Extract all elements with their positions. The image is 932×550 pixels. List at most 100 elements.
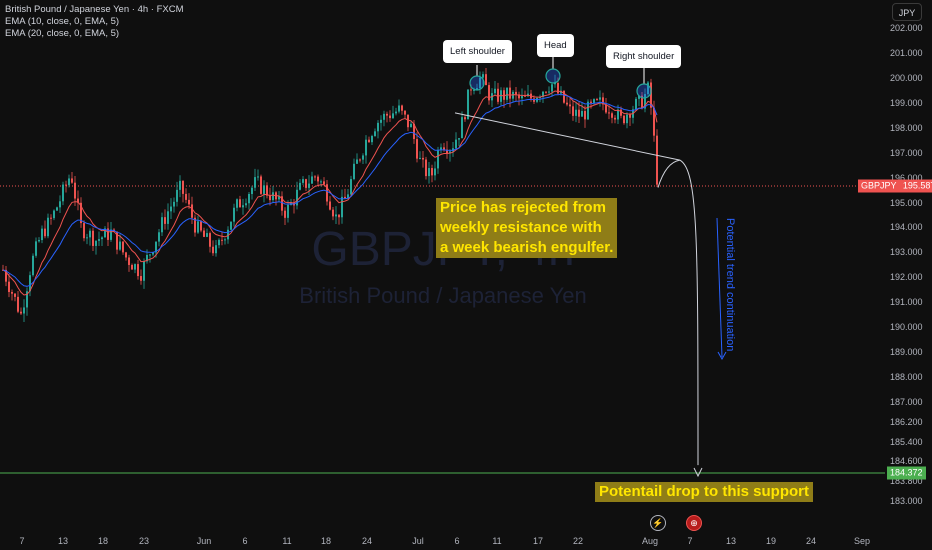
candle-body xyxy=(377,122,379,132)
neckline xyxy=(454,112,681,161)
candle-body xyxy=(59,201,61,208)
candle-body xyxy=(128,257,130,265)
candle-body xyxy=(629,114,631,118)
candle-body xyxy=(506,87,508,100)
candle-body xyxy=(383,113,385,120)
lightning-icon[interactable]: ⚡ xyxy=(650,515,666,531)
candle-body xyxy=(194,217,196,233)
candle-body xyxy=(71,178,73,183)
candle-body xyxy=(512,91,514,99)
right-shoulder-label[interactable]: Right shoulder xyxy=(606,45,682,68)
candle-body xyxy=(86,237,88,239)
candle-body xyxy=(533,98,535,102)
candle-body xyxy=(257,176,259,178)
currency-button[interactable]: JPY xyxy=(892,3,922,21)
candle-body xyxy=(428,168,430,177)
price-tick-label: 183.800 xyxy=(890,476,923,487)
candle-body xyxy=(305,179,307,188)
candle-body xyxy=(302,179,304,183)
legend-symbol[interactable]: British Pound / Japanese Yen · 4h · FXCM xyxy=(5,4,184,15)
candle-body xyxy=(494,88,496,94)
current-price-value: 195.587 xyxy=(902,180,932,191)
price-tick-label: 200.000 xyxy=(890,73,923,83)
legend-ema-20[interactable]: EMA (20, close, 0, EMA, 5) xyxy=(5,28,120,39)
candle-body xyxy=(197,221,199,233)
legend-ema-10[interactable]: EMA (10, close, 0, EMA, 5) xyxy=(5,16,120,27)
candle-body xyxy=(245,203,247,206)
candle-body xyxy=(653,107,655,136)
candle-body xyxy=(179,180,181,190)
candle-body xyxy=(422,157,424,160)
candle-body xyxy=(323,181,325,185)
candle-body xyxy=(38,240,40,242)
candle-body xyxy=(485,74,487,86)
right-shoulder-marker xyxy=(636,83,652,99)
time-tick-label: 24 xyxy=(805,536,817,546)
candle-body xyxy=(131,264,133,270)
candle-body xyxy=(173,201,175,207)
time-tick-label: 11 xyxy=(282,536,292,546)
candle-body xyxy=(287,204,289,218)
candle-body xyxy=(467,89,469,120)
candle-body xyxy=(314,176,316,178)
candle-body xyxy=(581,111,583,117)
trend-continuation-label[interactable]: Potential trend continuation xyxy=(724,218,736,352)
candle-body xyxy=(515,91,517,95)
price-tick-label: 191.000 xyxy=(890,297,923,308)
candle-body xyxy=(146,254,148,262)
candle-body xyxy=(326,184,328,202)
candle-body xyxy=(599,97,601,100)
time-tick-label: 11 xyxy=(492,536,502,546)
candle-body xyxy=(155,241,157,253)
left-shoulder-label[interactable]: Left shoulder xyxy=(443,40,512,63)
ema-10-line xyxy=(2,90,658,296)
price-tick-label: 185.400 xyxy=(890,436,923,447)
head-label[interactable]: Head xyxy=(537,34,574,57)
candle-body xyxy=(341,196,343,218)
support-note[interactable]: Potentail drop to this support xyxy=(595,482,813,502)
candle-body xyxy=(458,138,460,140)
candle-body xyxy=(47,217,49,237)
candle-body xyxy=(20,311,22,314)
candle-body xyxy=(110,229,112,240)
candle-body xyxy=(584,111,586,120)
price-tick-label: 195.000 xyxy=(890,197,923,208)
candle-body xyxy=(203,230,205,237)
candle-body xyxy=(248,193,250,204)
time-tick-label: 22 xyxy=(572,536,584,546)
flag-icon[interactable]: ⊕ xyxy=(686,515,702,531)
candle-body xyxy=(89,230,91,238)
candle-body xyxy=(593,99,595,103)
price-tick-label: 190.000 xyxy=(890,322,923,332)
candle-body xyxy=(557,83,559,94)
time-tick-label: Jul xyxy=(412,536,424,546)
candle-body xyxy=(461,117,463,139)
price-tick-label: 188.000 xyxy=(890,371,923,382)
candle-body xyxy=(488,85,490,101)
candle-body xyxy=(209,233,211,247)
candle-body xyxy=(608,112,610,114)
candle-body xyxy=(221,239,223,241)
candle-body xyxy=(620,109,622,116)
candle-body xyxy=(233,207,235,222)
candle-body xyxy=(281,196,283,211)
candle-body xyxy=(644,94,646,109)
price-tick-label: 197.000 xyxy=(890,147,923,158)
candle-body xyxy=(413,123,415,140)
candle-body xyxy=(626,114,628,124)
candle-body xyxy=(596,99,598,101)
candle-body xyxy=(308,183,310,188)
candle-body xyxy=(434,168,436,176)
candle-body xyxy=(23,307,25,314)
candle-body xyxy=(143,261,145,281)
candle-body xyxy=(410,123,412,128)
rejection-note[interactable]: Price has rejected from weekly resistanc… xyxy=(436,198,618,258)
candle-body xyxy=(359,159,361,161)
rejection-note-line-2: weekly resistance with xyxy=(436,218,618,238)
candle-body xyxy=(56,207,58,211)
candle-body xyxy=(473,89,475,91)
candle-body xyxy=(44,228,46,237)
candle-body xyxy=(191,204,193,218)
candle-body xyxy=(68,178,70,186)
